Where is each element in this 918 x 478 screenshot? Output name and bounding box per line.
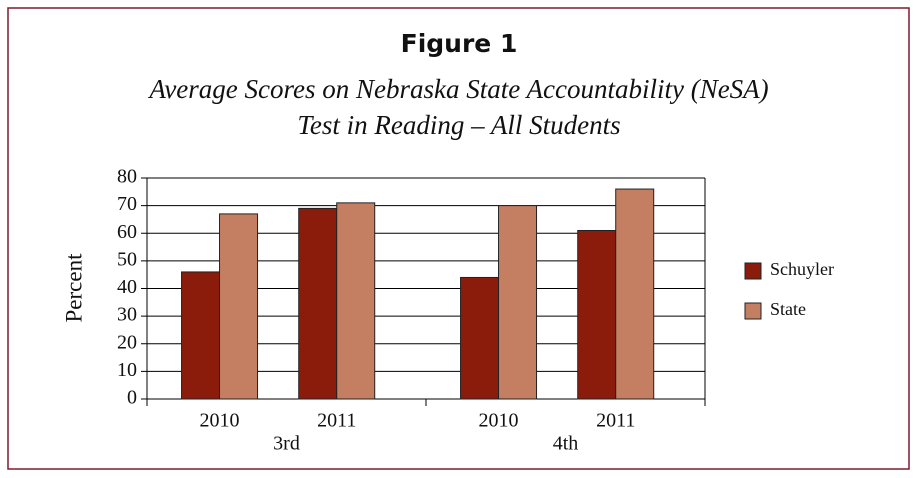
bar bbox=[181, 271, 221, 400]
bar bbox=[577, 229, 617, 400]
bar bbox=[615, 188, 655, 400]
y-tick-label: 0 bbox=[127, 387, 137, 409]
chart-title: Figure 1 bbox=[401, 29, 518, 58]
y-tick-label: 40 bbox=[117, 276, 137, 298]
bar bbox=[498, 205, 538, 400]
bar bbox=[219, 213, 259, 400]
legend-swatch bbox=[744, 302, 762, 320]
y-tick-label: 20 bbox=[117, 331, 137, 353]
legend-label: Schuyler bbox=[770, 259, 834, 279]
bar bbox=[460, 276, 500, 400]
bar bbox=[298, 207, 338, 400]
group-label: 4th bbox=[553, 433, 579, 455]
y-tick-label: 50 bbox=[117, 248, 137, 270]
legend-swatch bbox=[744, 262, 762, 280]
y-tick-label: 80 bbox=[117, 166, 137, 188]
x-tick-label: 2011 bbox=[317, 410, 356, 432]
group-label: 3rd bbox=[273, 433, 300, 455]
legend-label: State bbox=[770, 299, 806, 319]
y-tick-label: 10 bbox=[117, 359, 137, 381]
x-tick-label: 2010 bbox=[479, 410, 519, 432]
y-tick-label: 70 bbox=[117, 193, 137, 215]
y-axis-label: Percent bbox=[61, 253, 86, 323]
chart-subtitle: Test in Reading – All Students bbox=[297, 110, 620, 140]
y-tick-label: 30 bbox=[117, 304, 137, 326]
bar bbox=[336, 202, 376, 400]
x-tick-label: 2010 bbox=[200, 410, 240, 432]
chart-subtitle: Average Scores on Nebraska State Account… bbox=[147, 74, 768, 104]
x-tick-label: 2011 bbox=[596, 410, 635, 432]
y-tick-label: 60 bbox=[117, 221, 137, 243]
frame bbox=[7, 7, 910, 470]
